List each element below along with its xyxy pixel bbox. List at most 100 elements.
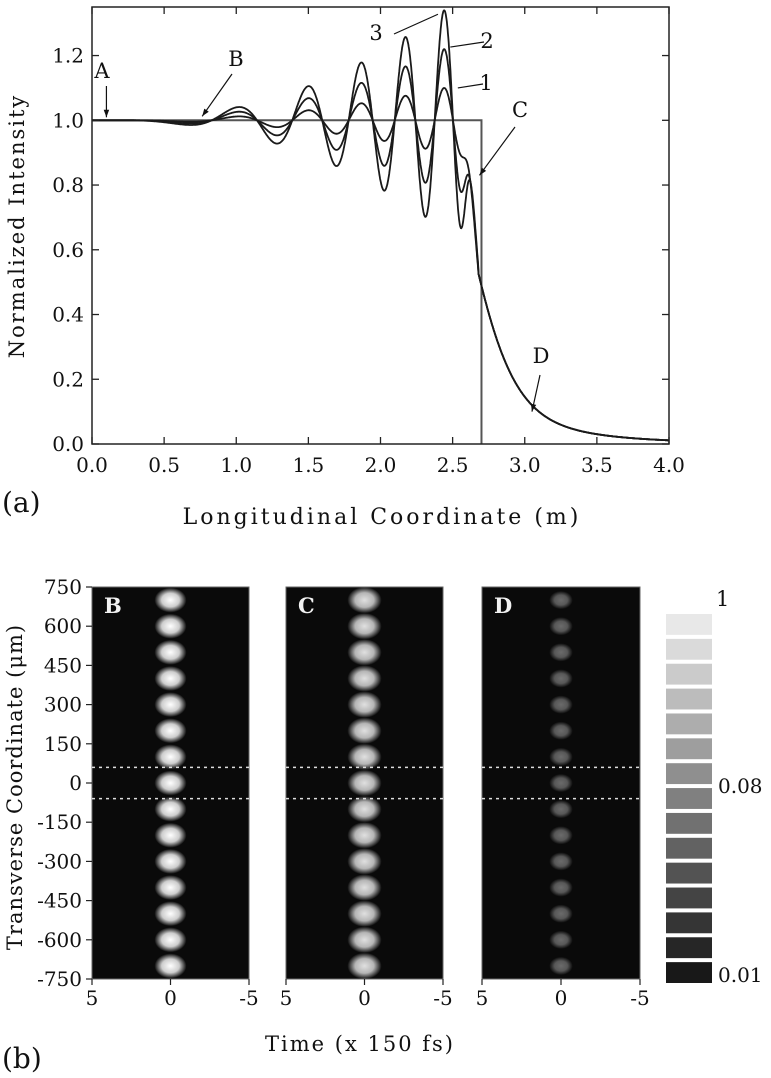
y-tick-label-b: 600 — [44, 614, 82, 638]
y-tick-label: 0.0 — [52, 432, 84, 456]
x-tick-label: 3.0 — [509, 453, 541, 477]
intensity-spot — [347, 900, 382, 927]
intensity-spot — [347, 795, 382, 823]
colorbar-swatch — [666, 812, 712, 834]
y-tick-label-b: -750 — [37, 967, 82, 991]
intensity-spot — [347, 926, 382, 954]
image-panel-label-B: B — [104, 593, 122, 618]
intensity-spot — [154, 666, 187, 691]
x-tick-label-b: 0 — [164, 986, 177, 1010]
intensity-curve-2 — [92, 48, 669, 442]
intensity-spot — [347, 848, 382, 875]
image-panel-D: D — [481, 586, 641, 980]
intensity-spot — [549, 773, 573, 793]
colorbar-swatch — [666, 614, 712, 635]
y-tick-label: 0.2 — [52, 367, 84, 391]
intensity-spot — [549, 904, 573, 923]
intensity-spot — [347, 612, 382, 640]
intensity-spot — [549, 930, 573, 949]
intensity-spot — [347, 743, 382, 771]
x-tick-label: 1.5 — [292, 453, 324, 477]
x-tick-label-b: 5 — [280, 986, 293, 1010]
intensity-spot — [154, 822, 187, 848]
x-tick-label: 2.5 — [437, 453, 469, 477]
intensity-spot — [154, 744, 187, 770]
intensity-spot — [347, 665, 382, 692]
intensity-spot — [549, 695, 573, 714]
y-tick-label-b: 450 — [44, 653, 82, 677]
x-tick-label-b: 0 — [555, 986, 568, 1010]
intensity-spot — [549, 800, 573, 819]
intensity-spot — [549, 721, 573, 740]
y-tick-label-b: -600 — [37, 928, 82, 952]
annotation-line-1 — [457, 83, 484, 89]
intensity-curve-1 — [92, 87, 669, 442]
plot-frame-a — [91, 6, 670, 445]
annotation-arrowhead-D — [530, 403, 537, 412]
y-tick-label-b: 750 — [44, 575, 82, 599]
intensity-curves — [92, 9, 669, 444]
colorbar-swatch — [666, 937, 712, 959]
intensity-spot — [549, 590, 573, 610]
y-tick-label-b: -150 — [37, 810, 82, 834]
x-tick-label: 1.0 — [220, 453, 252, 477]
annotation-arrowhead-C — [479, 167, 487, 176]
colorbar-swatch — [666, 788, 712, 809]
intensity-spot — [549, 643, 573, 662]
intensity-spot — [347, 874, 382, 901]
step-profile — [92, 119, 483, 444]
intensity-spot — [549, 747, 573, 766]
intensity-spot — [347, 586, 382, 614]
image-panel-B: B — [91, 586, 250, 980]
colorbar-swatch — [666, 713, 712, 735]
panel-label-a: (a) — [2, 486, 41, 519]
annotation-label-3: 3 — [369, 21, 382, 45]
x-tick-label-b: -5 — [630, 986, 649, 1010]
intensity-spot — [154, 639, 187, 665]
colorbar-swatch — [666, 663, 712, 685]
intensity-spot — [154, 848, 187, 874]
x-tick-label: 2.0 — [365, 453, 397, 477]
image-panel-C: C — [285, 586, 444, 980]
intensity-spot — [154, 613, 187, 639]
colorbar-swatch — [666, 912, 712, 934]
x-tick-label: 4.0 — [653, 453, 685, 477]
x-tick-label-b: -5 — [433, 986, 452, 1010]
x-axis-label-b: Time (x 150 fs) — [265, 1032, 455, 1056]
annotation-label-2: 2 — [480, 29, 493, 53]
image-panel-label-C: C — [298, 593, 315, 618]
intensity-spot — [154, 901, 187, 927]
intensity-spot — [347, 769, 382, 797]
intensity-spot — [154, 953, 187, 979]
annotation-line-B — [201, 73, 233, 117]
y-tick-label-b: 0 — [69, 771, 82, 795]
intensity-spot — [154, 927, 187, 953]
colorbar-label-max: 1 — [716, 587, 729, 611]
intensity-spot — [549, 852, 573, 871]
image-panel-label-D: D — [494, 593, 512, 618]
x-axis-label-a: Longitudinal Coordinate (m) — [183, 505, 582, 530]
y-tick-label: 0.6 — [52, 238, 84, 262]
intensity-curve-3 — [92, 9, 669, 442]
x-tick-label: 3.5 — [581, 453, 613, 477]
intensity-spot — [154, 587, 187, 613]
y-tick-label: 0.4 — [52, 303, 84, 327]
colorbar-label-min: 0.01 — [718, 963, 763, 987]
y-axis-label-a: Normalized Intensity — [5, 94, 29, 359]
intensity-spot — [154, 796, 187, 822]
intensity-spot — [549, 956, 573, 976]
y-tick-label: 1.0 — [52, 108, 84, 132]
y-tick-label-b: 300 — [44, 693, 82, 717]
colorbar-swatch — [666, 862, 712, 884]
intensity-spot — [154, 692, 187, 718]
annotation-label-1: 1 — [479, 71, 492, 95]
annotation-line-3 — [393, 13, 439, 35]
annotation-label-B: B — [228, 47, 243, 71]
intensity-spot — [154, 718, 187, 744]
y-tick-label: 0.8 — [52, 173, 84, 197]
intensity-spot — [154, 770, 187, 796]
colorbar-swatch — [666, 837, 712, 859]
x-tick-label-b: 0 — [358, 986, 371, 1010]
y-tick-label: 1.2 — [52, 44, 84, 68]
